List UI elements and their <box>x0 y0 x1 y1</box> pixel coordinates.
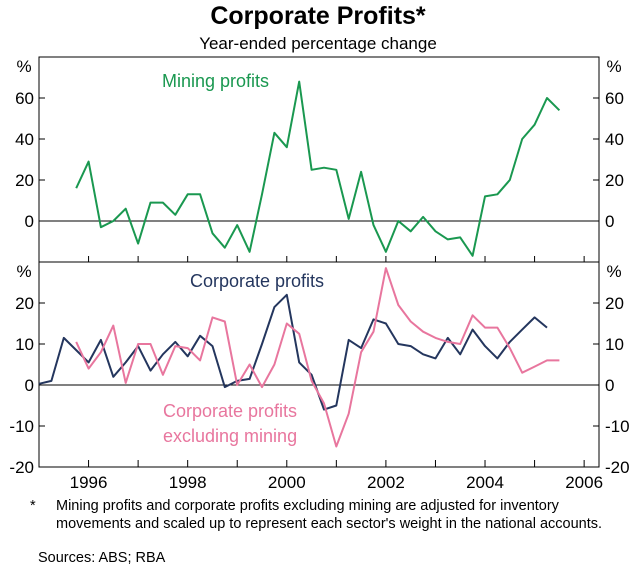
bottom-ytick-label-left: 10 <box>15 335 34 354</box>
bottom-ytick-label-left: -10 <box>9 417 34 436</box>
footnote-text: Mining profits and corporate profits exc… <box>56 498 603 532</box>
top-ytick-label-right: 60 <box>605 89 624 108</box>
unit-label-bottom-right: % <box>606 262 621 281</box>
x-tick-label: 1998 <box>169 473 207 492</box>
top-ytick-label-left: 0 <box>25 212 34 231</box>
bottom-ytick-label-right: -20 <box>605 458 630 477</box>
x-tick-label: 2000 <box>268 473 306 492</box>
footnote-marker: * <box>30 498 36 514</box>
bottom-ytick-label-right: 20 <box>605 294 624 313</box>
top-ytick-label-right: 40 <box>605 130 624 149</box>
top-ytick-label-left: 20 <box>15 171 34 190</box>
top-ytick-label-left: 60 <box>15 89 34 108</box>
bottom-ytick-label-right: 0 <box>605 376 614 395</box>
corporate-profits-label: Corporate profits <box>190 271 324 291</box>
x-axis: 1996 1998 2000 2002 2004 2006 <box>38 256 603 492</box>
top-ytick-label-right: 0 <box>605 212 614 231</box>
footnote: * Mining profits and corporate profits e… <box>30 497 615 533</box>
sources: Sources: ABS; RBA <box>38 550 166 566</box>
bottom-ytick-label-left: 0 <box>25 376 34 395</box>
series-lines <box>38 80 561 448</box>
unit-label-top-left: % <box>16 57 31 76</box>
bottom-ytick-label-right: -10 <box>605 417 630 436</box>
unit-label-top-right: % <box>606 57 621 76</box>
chart-subtitle: Year-ended percentage change <box>199 34 437 53</box>
series-line-excl_mining <box>75 267 560 448</box>
chart-title: Corporate Profits* <box>210 2 426 30</box>
top-panel-ticks: 0 0 20 20 40 40 60 60 <box>15 89 624 231</box>
bottom-panel-ticks: -20 -20 -10 -10 0 0 10 10 20 20 <box>9 294 629 477</box>
bottom-ytick-label-right: 10 <box>605 335 624 354</box>
unit-label-bottom-left: % <box>16 262 31 281</box>
x-tick-label: 2006 <box>565 473 603 492</box>
series-line-corporate <box>38 293 548 411</box>
excl-mining-label-line1: Corporate profits <box>163 401 297 421</box>
bottom-ytick-label-left: 20 <box>15 294 34 313</box>
top-ytick-label-right: 20 <box>605 171 624 190</box>
mining-profits-label: Mining profits <box>162 71 269 91</box>
x-tick-label: 2002 <box>367 473 405 492</box>
x-tick-label: 1996 <box>70 473 108 492</box>
top-ytick-label-left: 40 <box>15 130 34 149</box>
excl-mining-label-line2: excluding mining <box>163 426 297 446</box>
bottom-ytick-label-left: -20 <box>9 458 34 477</box>
series-line-mining <box>75 80 561 257</box>
x-tick-label: 2004 <box>466 473 504 492</box>
